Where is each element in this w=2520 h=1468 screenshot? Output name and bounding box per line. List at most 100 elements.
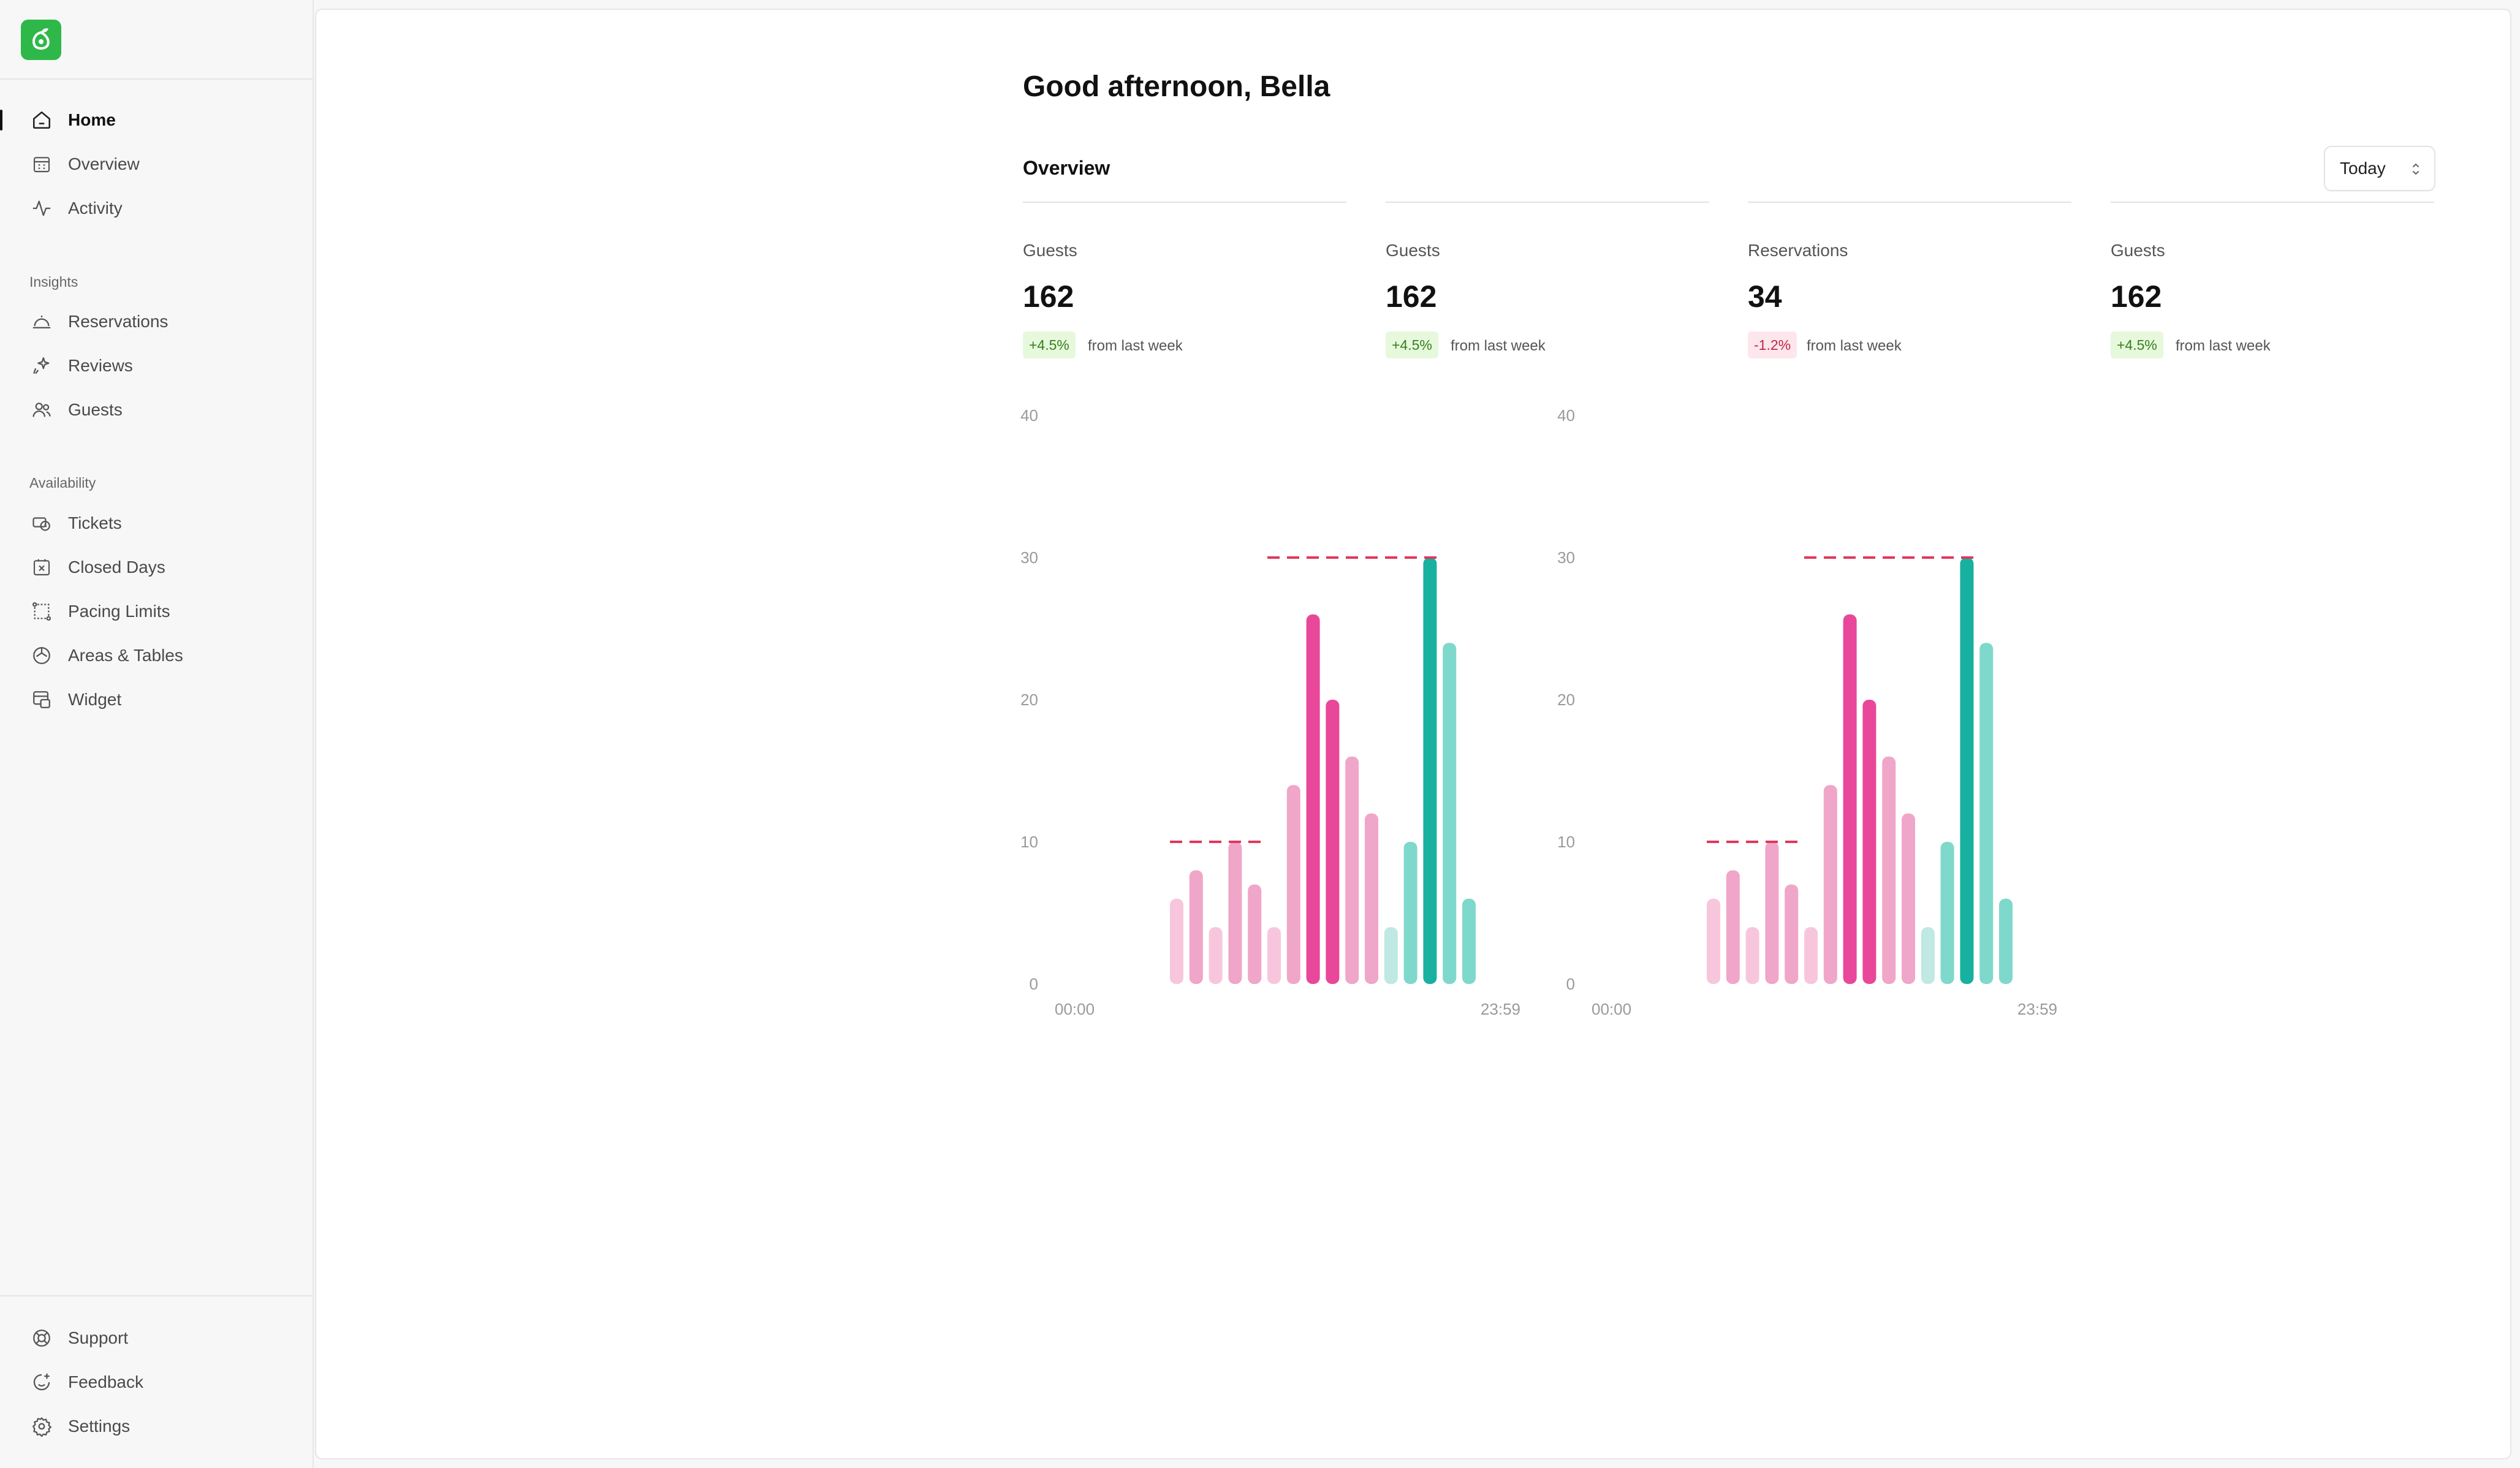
nav-item-closed-days[interactable]: Closed Days xyxy=(0,550,314,585)
nav-item-home[interactable]: Home xyxy=(0,102,314,138)
y-tick-label: 30 xyxy=(1020,548,1038,567)
chart-bar xyxy=(1228,842,1242,984)
ticket-icon xyxy=(29,511,54,535)
metric-value: 162 xyxy=(1386,279,1437,314)
chart-bar xyxy=(1443,643,1457,984)
nav-label: Areas & Tables xyxy=(68,646,183,665)
nav-item-support[interactable]: Support xyxy=(0,1320,314,1356)
change-note: from last week xyxy=(2176,338,2271,354)
period-select-value: Today xyxy=(2340,159,2386,178)
y-tick-label: 20 xyxy=(1557,690,1575,709)
metric-value: 34 xyxy=(1748,279,1782,314)
x-end-label: 23:59 xyxy=(1481,1000,1520,1018)
x-start-label: 00:00 xyxy=(1592,1000,1631,1018)
chart-bar xyxy=(1804,927,1818,984)
metric-card: Guests 162 +4.5% from last week xyxy=(1386,202,1709,361)
nav-label: Pacing Limits xyxy=(68,602,170,621)
change-note: from last week xyxy=(1807,338,1902,354)
chart-bar xyxy=(1345,756,1359,984)
change-badge: -1.2% xyxy=(1748,331,1797,358)
metric-label: Guests xyxy=(1386,241,1440,260)
chart-bar xyxy=(1462,898,1476,984)
nav-item-widget[interactable]: Widget xyxy=(0,682,314,717)
chart-bar xyxy=(1423,558,1437,984)
metric-label: Guests xyxy=(1023,241,1077,260)
metric-label: Reservations xyxy=(1748,241,1848,260)
nav-label: Closed Days xyxy=(68,558,165,577)
bar-chart-svg: 0 10 20 30 40 00:00 23:59 xyxy=(1557,406,2057,1018)
chart-bar xyxy=(1170,898,1183,984)
bar-chart: 0 10 20 30 40 00:00 23:59 xyxy=(1552,390,2091,1027)
metric-value: 162 xyxy=(1023,279,1074,314)
chart-bar xyxy=(1707,898,1720,984)
nav-label: Guests xyxy=(68,400,123,419)
nav-item-guests[interactable]: Guests xyxy=(0,392,314,428)
nav-item-reviews[interactable]: Reviews xyxy=(0,348,314,384)
change-badge: +4.5% xyxy=(2111,331,2163,358)
sidebar-divider xyxy=(0,78,314,80)
nav-item-areas-tables[interactable]: Areas & Tables xyxy=(0,638,314,673)
nav-item-settings[interactable]: Settings xyxy=(0,1409,314,1444)
sidebar-divider xyxy=(0,1295,314,1296)
chart-bar xyxy=(1306,614,1320,984)
chart-bar xyxy=(1209,927,1223,984)
section-label-availability: Availability xyxy=(29,475,96,491)
sidebar: Home Overview Activity Insights Reservat… xyxy=(0,0,314,1468)
nav-label: Settings xyxy=(68,1417,131,1436)
change-badge: +4.5% xyxy=(1386,331,1438,358)
y-tick-label: 30 xyxy=(1557,548,1575,567)
nav-label: Overview xyxy=(68,154,140,173)
change-note: from last week xyxy=(1088,338,1183,354)
nav-item-pacing-limits[interactable]: Pacing Limits xyxy=(0,594,314,629)
nav-label: Tickets xyxy=(68,513,122,532)
chart-bar xyxy=(1765,842,1779,984)
nav-item-feedback[interactable]: Feedback xyxy=(0,1364,314,1400)
app-logo[interactable] xyxy=(21,20,61,60)
nav-item-activity[interactable]: Activity xyxy=(0,191,314,226)
nav-item-overview[interactable]: Overview xyxy=(0,146,314,182)
lifebuoy-icon xyxy=(29,1326,54,1350)
chart-bar xyxy=(1843,614,1857,984)
chart-bar xyxy=(1267,927,1281,984)
chart-bar xyxy=(1823,785,1837,984)
metric-card: Guests 162 +4.5% from last week xyxy=(2111,202,2434,361)
activity-pulse-icon xyxy=(29,196,54,221)
metric-divider xyxy=(1023,202,1346,203)
areas-icon xyxy=(29,643,54,668)
chart-bar xyxy=(1403,842,1418,984)
bar-chart-svg: 0 10 20 30 40 00:00 23:59 xyxy=(1020,406,1520,1018)
chart-bar xyxy=(1726,870,1740,984)
chart-bar xyxy=(1785,884,1799,984)
nav-item-reservations[interactable]: Reservations xyxy=(0,304,314,339)
chart-bar xyxy=(1999,898,2013,984)
chart-bar xyxy=(1979,643,1994,984)
chart-bar xyxy=(1326,700,1340,984)
bar-chart: 0 10 20 30 40 00:00 23:59 xyxy=(1015,390,1554,1027)
chart-bar xyxy=(1286,785,1300,984)
metric-divider xyxy=(2111,202,2434,203)
users-icon xyxy=(29,398,54,422)
chart-bar xyxy=(1940,842,1954,984)
period-select[interactable]: Today xyxy=(2324,146,2435,191)
change-badge: +4.5% xyxy=(1023,331,1076,358)
metric-label: Guests xyxy=(2111,241,2165,260)
y-tick-label: 40 xyxy=(1557,406,1575,425)
y-tick-label: 40 xyxy=(1020,406,1038,425)
y-tick-label: 0 xyxy=(1030,975,1038,993)
metric-divider xyxy=(1386,202,1709,203)
nav-label: Widget xyxy=(68,690,122,709)
leaf-drop-logo-icon xyxy=(32,28,50,50)
chart-bar xyxy=(1882,756,1896,984)
change-note: from last week xyxy=(1451,338,1546,354)
chevron-up-down-icon xyxy=(2411,161,2421,182)
nav-label: Activity xyxy=(68,199,123,218)
widget-icon xyxy=(29,687,54,712)
chart-bar xyxy=(1189,870,1203,984)
metric-divider xyxy=(1748,202,2071,203)
chart-bar xyxy=(1745,927,1759,984)
nav-item-tickets[interactable]: Tickets xyxy=(0,505,314,541)
main-panel: Good afternoon, Bella Overview Today Gue… xyxy=(315,9,2511,1459)
calendar-x-icon xyxy=(29,555,54,580)
y-tick-label: 20 xyxy=(1020,690,1038,709)
nav-label: Support xyxy=(68,1328,129,1347)
